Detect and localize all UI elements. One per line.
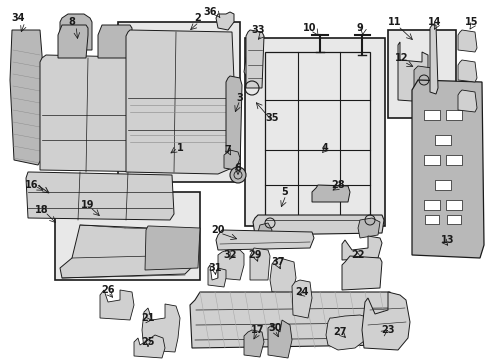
Text: 37: 37 [271, 257, 284, 267]
Bar [264, 52, 369, 217]
Polygon shape [145, 226, 200, 270]
Polygon shape [429, 25, 437, 94]
Polygon shape [126, 30, 234, 174]
Polygon shape [357, 218, 379, 238]
Polygon shape [224, 150, 240, 170]
Polygon shape [142, 304, 180, 352]
Bar [445, 200, 461, 210]
Polygon shape [341, 236, 381, 260]
Polygon shape [40, 55, 172, 172]
Polygon shape [413, 66, 433, 88]
Text: 29: 29 [248, 250, 261, 260]
Polygon shape [100, 290, 134, 320]
Bar [445, 110, 461, 120]
Text: 30: 30 [268, 323, 281, 333]
Bar [434, 180, 450, 190]
Polygon shape [267, 320, 291, 358]
Text: 32: 32 [223, 250, 236, 260]
Circle shape [229, 167, 245, 183]
Polygon shape [411, 80, 483, 258]
Polygon shape [457, 30, 476, 52]
Polygon shape [216, 12, 234, 30]
Text: 15: 15 [464, 17, 478, 27]
Bar [118, 22, 240, 182]
Polygon shape [325, 315, 371, 350]
Polygon shape [244, 330, 264, 357]
Text: 24: 24 [295, 287, 308, 297]
Text: 21: 21 [141, 313, 154, 323]
Text: 6: 6 [234, 163, 241, 173]
Polygon shape [269, 258, 295, 294]
Polygon shape [26, 172, 174, 220]
Polygon shape [98, 25, 132, 58]
Text: 35: 35 [264, 113, 278, 123]
Polygon shape [457, 90, 476, 112]
Text: 34: 34 [11, 13, 25, 23]
Bar [445, 155, 461, 165]
Polygon shape [60, 225, 195, 278]
Text: 19: 19 [81, 200, 95, 210]
Text: 26: 26 [101, 285, 115, 295]
Text: 1: 1 [176, 143, 183, 153]
Text: 13: 13 [440, 235, 454, 245]
Text: 16: 16 [25, 180, 39, 190]
Text: 11: 11 [387, 17, 401, 27]
Text: 27: 27 [332, 327, 346, 337]
Bar [387, 30, 455, 118]
Polygon shape [58, 25, 88, 58]
Polygon shape [249, 248, 269, 280]
Text: 31: 31 [208, 263, 221, 273]
Bar [244, 38, 384, 226]
Text: 2: 2 [194, 13, 201, 23]
Polygon shape [361, 292, 409, 350]
Bar [55, 192, 200, 280]
Text: 14: 14 [427, 17, 441, 27]
Text: 3: 3 [236, 93, 243, 103]
Polygon shape [218, 250, 244, 280]
Text: 28: 28 [330, 180, 344, 190]
Polygon shape [311, 185, 349, 202]
Bar [424, 215, 438, 224]
Polygon shape [190, 292, 391, 348]
Text: 8: 8 [68, 17, 75, 27]
Polygon shape [341, 256, 381, 290]
Polygon shape [10, 30, 44, 165]
Text: 23: 23 [381, 325, 394, 335]
Text: 20: 20 [211, 225, 224, 235]
Polygon shape [225, 76, 242, 170]
Bar [423, 110, 439, 120]
Text: 10: 10 [303, 23, 316, 33]
Polygon shape [258, 223, 271, 240]
Text: 7: 7 [224, 145, 231, 155]
Bar [434, 135, 450, 145]
Polygon shape [216, 230, 313, 250]
Text: 36: 36 [203, 7, 216, 17]
Text: 17: 17 [251, 325, 264, 335]
Text: 18: 18 [35, 205, 49, 215]
Text: 12: 12 [394, 53, 408, 63]
Polygon shape [397, 42, 427, 102]
Polygon shape [134, 335, 164, 358]
Polygon shape [245, 30, 264, 88]
Text: 9: 9 [356, 23, 363, 33]
Text: 22: 22 [350, 250, 364, 260]
Polygon shape [60, 14, 92, 50]
Bar [423, 155, 439, 165]
Polygon shape [291, 280, 311, 318]
Polygon shape [252, 215, 383, 235]
Polygon shape [457, 60, 476, 82]
Polygon shape [244, 52, 260, 82]
Text: 4: 4 [321, 143, 328, 153]
Text: 5: 5 [281, 187, 288, 197]
Bar [446, 215, 460, 224]
Text: 25: 25 [141, 337, 154, 347]
Bar [423, 200, 439, 210]
Polygon shape [207, 265, 225, 287]
Text: 33: 33 [251, 25, 264, 35]
